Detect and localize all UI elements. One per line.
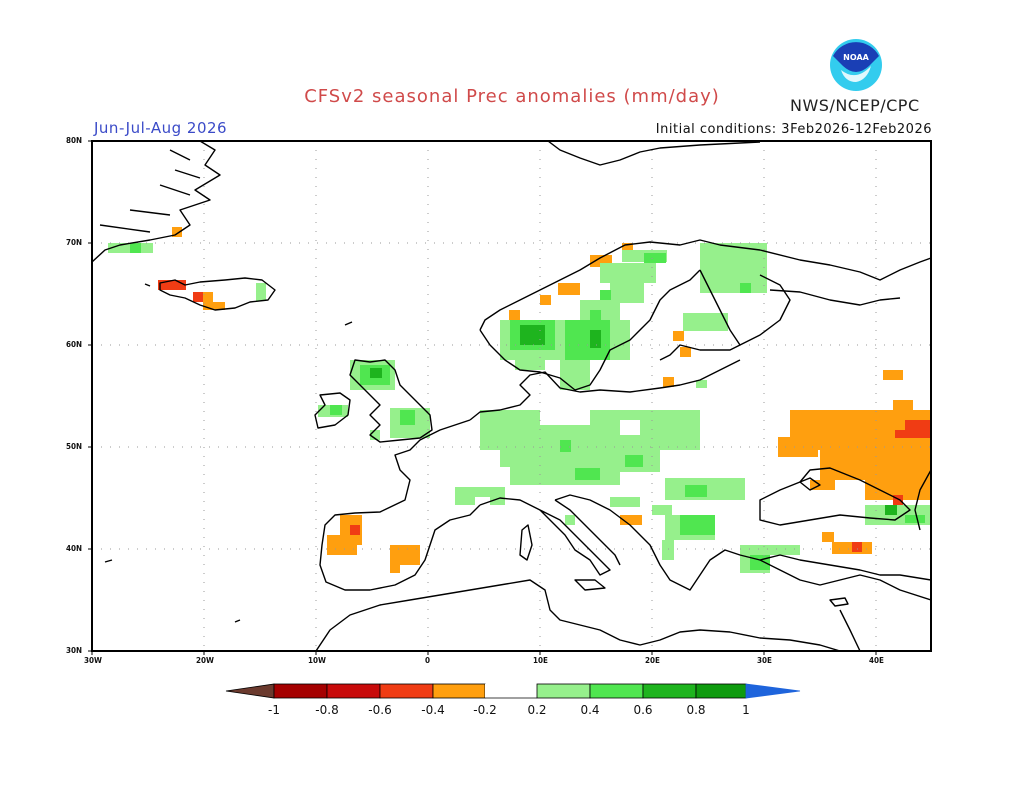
anomaly-cells (108, 227, 931, 573)
lon-label-10w: 10W (308, 656, 326, 665)
lat-label-60n: 60N (66, 340, 83, 349)
graticule (92, 141, 931, 651)
colorbar-label: 0.6 (633, 703, 653, 717)
colorbar-label: 1 (742, 703, 750, 717)
colorbar (225, 683, 801, 699)
colorbar-label: -0.2 (473, 703, 497, 717)
lon-label-30e: 30E (757, 656, 772, 665)
lon-label-40e: 40E (869, 656, 884, 665)
lat-label-80n: 80N (66, 136, 83, 145)
colorbar-label: -0.4 (421, 703, 445, 717)
svg-text:NOAA: NOAA (843, 53, 869, 62)
colorbar-label: 0.4 (580, 703, 600, 717)
season-label: Jun-Jul-Aug 2026 (94, 119, 228, 137)
colorbar-label: 0.2 (527, 703, 547, 717)
lat-label-50n: 50N (66, 442, 83, 451)
lat-label-40n: 40N (66, 544, 83, 553)
coastlines (92, 141, 931, 651)
lon-label-0: 0 (425, 656, 431, 665)
lat-label-70n: 70N (66, 238, 83, 247)
initial-conditions-label: Initial conditions: 3Feb2026-12Feb2026 (655, 122, 932, 137)
lon-label-30w: 30W (84, 656, 102, 665)
lon-label-20w: 20W (196, 656, 214, 665)
lat-label-30n: 30N (66, 646, 83, 655)
colorbar-label: -0.6 (368, 703, 392, 717)
colorbar-label: -0.8 (315, 703, 339, 717)
noaa-logo-icon: NOAA (830, 39, 882, 91)
agency-label: NWS/NCEP/CPC (790, 96, 920, 115)
map-frame (91, 140, 932, 652)
lon-label-10e: 10E (533, 656, 548, 665)
lon-label-20e: 20E (645, 656, 660, 665)
colorbar-label: -1 (268, 703, 280, 717)
chart-title: CFSv2 seasonal Prec anomalies (mm/day) (304, 86, 720, 107)
colorbar-label: 0.8 (686, 703, 706, 717)
